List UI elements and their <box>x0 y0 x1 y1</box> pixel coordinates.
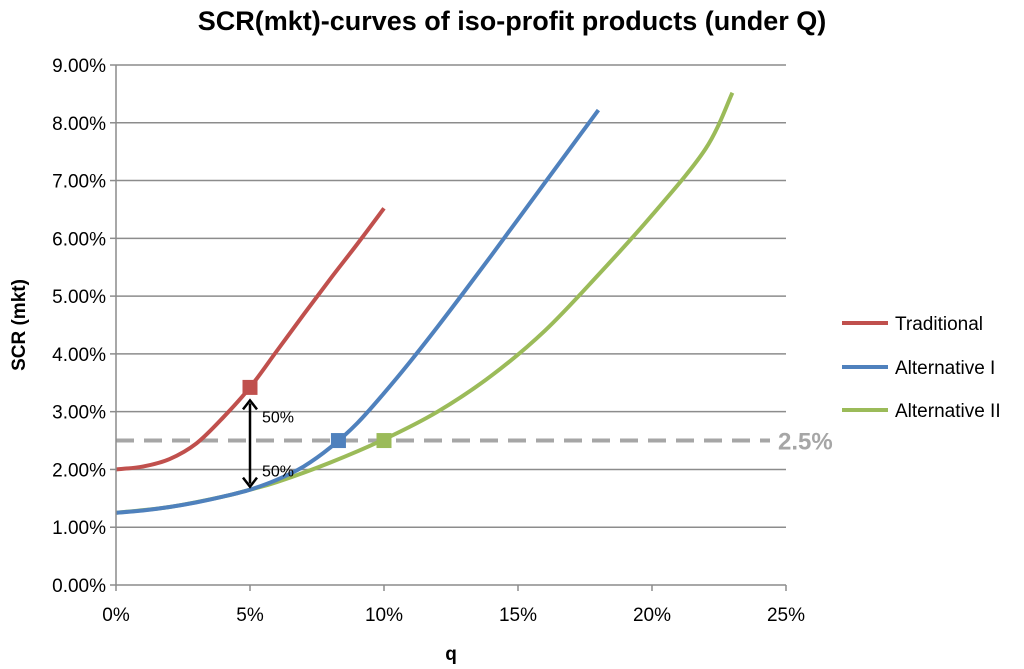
series-line-alternative-ii <box>115 91 735 515</box>
double-arrow-head-top <box>242 398 258 411</box>
series-markers <box>242 379 392 449</box>
x-tick-label: 0% <box>102 605 130 626</box>
x-tick-label: 15% <box>499 605 537 626</box>
y-tick-label: 9.00% <box>52 56 106 77</box>
x-axis-title: q <box>445 644 457 665</box>
y-tick-label: 1.00% <box>52 518 106 539</box>
x-tick-label: 25% <box>767 605 805 626</box>
y-tick-label: 0.00% <box>52 576 106 597</box>
series-line-alternative-i <box>115 108 601 515</box>
y-tick-label: 4.00% <box>52 345 106 366</box>
legend-label-alternative-ii: Alternative II <box>895 401 1001 422</box>
y-axis-title: SCR (mkt) <box>9 279 30 371</box>
x-tick-label: 10% <box>365 605 403 626</box>
axes <box>110 64 787 591</box>
gridlines <box>116 64 786 528</box>
x-tick-label: 20% <box>633 605 671 626</box>
y-tick-label: 8.00% <box>52 114 106 135</box>
y-tick-label: 7.00% <box>52 172 106 193</box>
legend-label-alternative-i: Alternative I <box>895 358 995 379</box>
reference-line-label: 2.5% <box>778 429 833 456</box>
marker-alternative-ii <box>376 433 392 449</box>
legend: Traditional Alternative I Alternative II <box>842 314 1001 422</box>
double-arrow-head-bottom <box>242 476 258 489</box>
series-group <box>115 91 735 515</box>
tick-labels: 0.00% 1.00% 2.00% 3.00% 4.00% 5.00% 6.00% 7.00%… <box>52 56 805 626</box>
annotation-label: 50% <box>262 464 294 481</box>
annotations: 50% 50% <box>242 398 294 489</box>
y-tick-label: 3.00% <box>52 403 106 424</box>
reference-line-group: 2.5% <box>116 429 833 456</box>
chart-title: SCR(mkt)-curves of iso-profit products (… <box>198 6 827 36</box>
annotation-label: 50% <box>262 409 294 426</box>
marker-alternative-i <box>330 433 346 449</box>
marker-traditional <box>242 379 258 395</box>
y-tick-label: 5.00% <box>52 287 106 308</box>
x-tick-label: 5% <box>236 605 264 626</box>
legend-label-traditional: Traditional <box>895 314 983 335</box>
y-tick-label: 6.00% <box>52 229 106 250</box>
y-tick-label: 2.00% <box>52 460 106 481</box>
